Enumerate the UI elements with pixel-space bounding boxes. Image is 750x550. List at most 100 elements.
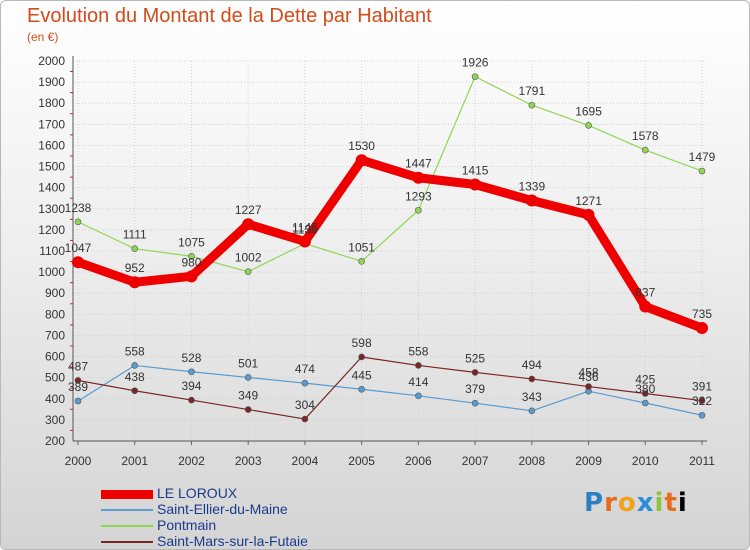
legend-label: LE LOROUX xyxy=(157,485,238,501)
logo-letter: r xyxy=(604,488,618,518)
data-point xyxy=(639,300,652,313)
data-label: 1238 xyxy=(65,201,92,215)
series-line xyxy=(77,76,703,273)
data-point xyxy=(528,375,536,383)
data-label: 458 xyxy=(579,366,599,380)
data-label: 1479 xyxy=(689,150,716,164)
data-label: 304 xyxy=(295,398,315,412)
data-label: 501 xyxy=(238,356,258,370)
y-tick-label: 200 xyxy=(45,434,65,448)
data-point xyxy=(412,171,425,184)
x-tick-label: 2010 xyxy=(632,454,659,468)
data-label: 558 xyxy=(125,344,145,358)
axes xyxy=(70,56,707,445)
data-label: 322 xyxy=(692,394,712,408)
data-point xyxy=(74,218,82,226)
y-tick-label: 500 xyxy=(45,371,65,385)
data-label: 1415 xyxy=(462,164,489,178)
data-point xyxy=(244,374,252,381)
data-label: 494 xyxy=(522,358,542,372)
data-point xyxy=(696,322,708,335)
data-label: 1447 xyxy=(405,157,432,171)
legend-swatch xyxy=(101,541,153,543)
data-label: 980 xyxy=(181,255,201,269)
data-label: 1075 xyxy=(178,235,205,249)
chart-title: Evolution du Montant de la Dette par Hab… xyxy=(27,5,432,27)
legend-label: Saint-Ellier-du-Maine xyxy=(157,501,288,517)
tick-labels: 200 300 400 500 600 700 800 900 1000 1100 1200 1300… xyxy=(38,54,715,468)
data-point xyxy=(74,377,82,384)
data-label: 1293 xyxy=(405,189,432,203)
data-label: 1145 xyxy=(292,221,318,235)
data-label: 1111 xyxy=(123,228,147,242)
logo-letter: x xyxy=(636,488,655,518)
x-tick-label: 2000 xyxy=(65,454,92,468)
logo-letter: t xyxy=(664,488,678,518)
data-point xyxy=(131,362,139,369)
legend-swatch xyxy=(101,489,153,499)
y-tick-label: 1700 xyxy=(38,117,65,131)
x-tick-label: 2003 xyxy=(235,454,262,468)
data-label: 1578 xyxy=(632,129,659,143)
y-tick-label: 700 xyxy=(45,328,65,342)
data-point xyxy=(244,268,252,275)
data-label: 1047 xyxy=(65,241,92,255)
y-tick-label: 1400 xyxy=(38,181,65,195)
proxiti-logo: Proxiti xyxy=(584,488,688,518)
data-point xyxy=(641,146,649,154)
x-tick-label: 2005 xyxy=(348,454,375,468)
data-label: 1695 xyxy=(575,104,602,118)
data-point xyxy=(698,167,706,175)
data-point xyxy=(525,194,538,207)
y-tick-label: 1800 xyxy=(38,96,65,110)
legend-swatch xyxy=(101,525,153,527)
logo-letter: o xyxy=(617,488,637,518)
y-tick-label: 1500 xyxy=(38,160,65,174)
data-label: 391 xyxy=(692,380,712,394)
data-label: 389 xyxy=(68,380,88,394)
data-point xyxy=(585,122,592,129)
data-point xyxy=(301,415,309,423)
data-point xyxy=(355,154,368,167)
data-point xyxy=(415,392,422,400)
y-tick-label: 2000 xyxy=(38,54,65,68)
legend-label: Saint-Mars-sur-la-Futaie xyxy=(157,533,308,549)
x-tick-label: 2011 xyxy=(689,454,715,468)
data-point xyxy=(471,399,479,407)
logo-letter: i xyxy=(654,488,665,518)
data-label: 380 xyxy=(635,382,655,396)
data-label: 349 xyxy=(238,389,258,403)
y-tick-label: 600 xyxy=(45,350,65,364)
data-point xyxy=(358,258,365,265)
data-point xyxy=(298,235,311,248)
y-tick-label: 300 xyxy=(45,413,65,427)
data-label: 598 xyxy=(352,336,372,350)
data-point xyxy=(358,385,365,393)
data-point xyxy=(128,276,141,289)
x-tick-label: 2002 xyxy=(178,454,205,468)
data-label: 474 xyxy=(295,362,315,376)
data-point xyxy=(469,178,482,191)
data-label: 525 xyxy=(465,351,485,365)
data-label: 1135 xyxy=(292,223,318,237)
series-line xyxy=(77,356,703,420)
data-label: 1227 xyxy=(235,203,262,217)
data-label: 1002 xyxy=(235,251,262,265)
x-tick-label: 2008 xyxy=(518,454,545,468)
data-label: 425 xyxy=(635,373,655,387)
data-point xyxy=(528,101,536,109)
data-label: 558 xyxy=(408,344,428,358)
x-tick-label: 2007 xyxy=(462,454,489,468)
data-point xyxy=(131,245,139,252)
data-point xyxy=(188,396,195,404)
y-tick-label: 1200 xyxy=(38,223,65,237)
data-point xyxy=(471,73,479,80)
data-label: 445 xyxy=(352,368,372,382)
data-label: 528 xyxy=(181,351,201,365)
y-tick-label: 1600 xyxy=(38,138,65,152)
data-label: 436 xyxy=(579,370,599,384)
data-point xyxy=(415,206,422,214)
logo-letter: P xyxy=(584,488,605,518)
legend-label: Pontmain xyxy=(157,517,217,533)
chart-subtitle: (en €) xyxy=(27,30,59,44)
